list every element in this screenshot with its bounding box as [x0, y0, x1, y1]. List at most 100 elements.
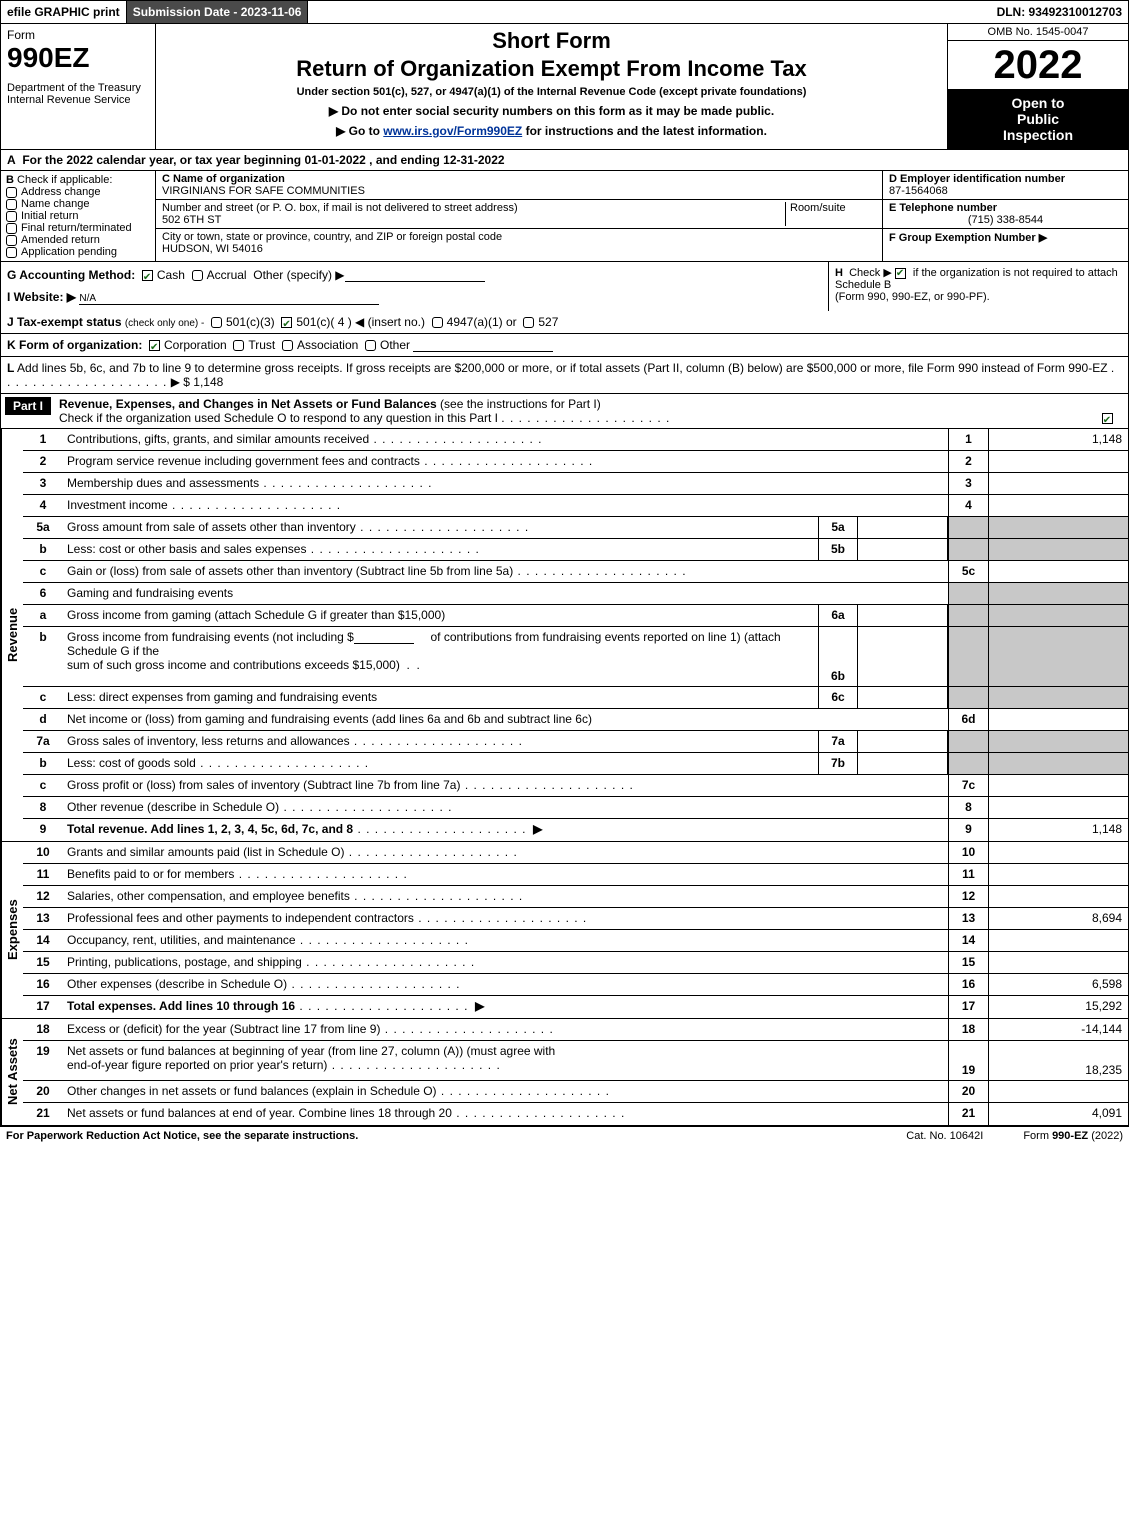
d-cell: D Employer identification number 87-1564…	[883, 171, 1128, 200]
l6c-sub: 6c	[818, 687, 858, 708]
part1-check-line: Check if the organization used Schedule …	[59, 411, 498, 425]
j-o3: 4947(a)(1) or	[447, 315, 517, 329]
l8-num: 8	[23, 797, 63, 818]
l10-desc: Grants and similar amounts paid (list in…	[63, 842, 948, 863]
k-o2: Trust	[248, 338, 275, 352]
h-text1: Check ▶	[849, 267, 892, 279]
l16-lnum: 16	[948, 974, 988, 995]
chk-trust[interactable]	[233, 340, 244, 351]
b-item-5: Application pending	[21, 246, 117, 258]
chk-other-org[interactable]	[365, 340, 376, 351]
l9-desc: Total revenue. Add lines 1, 2, 3, 4, 5c,…	[63, 819, 948, 841]
line-7a: 7a Gross sales of inventory, less return…	[23, 731, 1128, 753]
g-label: G Accounting Method:	[7, 268, 135, 282]
line-6d: d Net income or (loss) from gaming and f…	[23, 709, 1128, 731]
header-right: OMB No. 1545-0047 2022 Open to Public In…	[948, 24, 1128, 149]
l7a-lnum	[948, 731, 988, 752]
l20-amt	[988, 1081, 1128, 1102]
l13-desc: Professional fees and other payments to …	[63, 908, 948, 929]
line-3: 3 Membership dues and assessments 3	[23, 473, 1128, 495]
b-check-label: Check if applicable:	[17, 174, 112, 186]
chk-corp[interactable]	[149, 340, 160, 351]
chk-final-return[interactable]	[6, 223, 17, 234]
l19-lnum: 19	[948, 1041, 988, 1080]
l14-amt	[988, 930, 1128, 951]
l6c-amt	[988, 687, 1128, 708]
chk-cash[interactable]	[142, 270, 153, 281]
chk-name-change[interactable]	[6, 199, 17, 210]
l5c-amt	[988, 561, 1128, 582]
l13-amt: 8,694	[988, 908, 1128, 929]
l6b-desc: Gross income from fundraising events (no…	[63, 627, 818, 686]
l2-lnum: 2	[948, 451, 988, 472]
k-o3: Association	[297, 338, 358, 352]
header-mid: Short Form Return of Organization Exempt…	[156, 24, 948, 149]
l15-lnum: 15	[948, 952, 988, 973]
b-label: B	[6, 174, 14, 186]
c-street-label: Number and street (or P. O. box, if mail…	[162, 202, 518, 214]
g-other: Other (specify) ▶	[253, 268, 344, 282]
line-5a: 5a Gross amount from sale of assets othe…	[23, 517, 1128, 539]
l11-amt	[988, 864, 1128, 885]
line-12: 12 Salaries, other compensation, and emp…	[23, 886, 1128, 908]
line-18: 18 Excess or (deficit) for the year (Sub…	[23, 1019, 1128, 1041]
chk-4947[interactable]	[432, 317, 443, 328]
irs-link[interactable]: www.irs.gov/Form990EZ	[383, 124, 522, 138]
phone-value: (715) 338-8544	[968, 214, 1043, 226]
l8-desc: Other revenue (describe in Schedule O)	[63, 797, 948, 818]
line-8: 8 Other revenue (describe in Schedule O)…	[23, 797, 1128, 819]
g-other-blank[interactable]	[345, 270, 485, 282]
l6a-sub: 6a	[818, 605, 858, 626]
chk-501c[interactable]	[281, 317, 292, 328]
form-header: Form 990EZ Department of the Treasury In…	[0, 24, 1129, 150]
b-item-3: Final return/terminated	[21, 222, 132, 234]
chk-accrual[interactable]	[192, 270, 203, 281]
h-section: H Check ▶ if the organization is not req…	[828, 262, 1128, 311]
k-other-blank[interactable]	[413, 340, 553, 352]
org-street: 502 6TH ST	[162, 214, 221, 226]
chk-address-change[interactable]	[6, 187, 17, 198]
k-o1: Corporation	[164, 338, 227, 352]
chk-initial-return[interactable]	[6, 211, 17, 222]
l5b-sub: 5b	[818, 539, 858, 560]
l5b-amt	[988, 539, 1128, 560]
col-b: B Check if applicable: Address change Na…	[1, 171, 156, 261]
l9-num: 9	[23, 819, 63, 841]
chk-501c3[interactable]	[211, 317, 222, 328]
l6-num: 6	[23, 583, 63, 604]
form-word: Form	[7, 28, 149, 42]
chk-527[interactable]	[523, 317, 534, 328]
l15-amt	[988, 952, 1128, 973]
chk-assoc[interactable]	[282, 340, 293, 351]
line-5b: b Less: cost or other basis and sales ex…	[23, 539, 1128, 561]
l6-desc: Gaming and fundraising events	[63, 583, 948, 604]
l-text: Add lines 5b, 6c, and 7b to line 9 to de…	[17, 361, 1108, 375]
l13-num: 13	[23, 908, 63, 929]
website-value: N/A	[79, 293, 96, 304]
chk-h[interactable]	[895, 268, 906, 279]
g-section: G Accounting Method: Cash Accrual Other …	[1, 262, 828, 311]
chk-part1-sched-o[interactable]	[1102, 413, 1113, 424]
l18-amt: -14,144	[988, 1019, 1128, 1040]
a-text: For the 2022 calendar year, or tax year …	[22, 153, 504, 167]
l-amount: ▶ $ 1,148	[171, 375, 224, 389]
b-item-1: Name change	[21, 198, 90, 210]
l21-desc: Net assets or fund balances at end of ye…	[63, 1103, 948, 1125]
l5b-desc: Less: cost or other basis and sales expe…	[63, 539, 818, 560]
l10-lnum: 10	[948, 842, 988, 863]
l6a-subval	[858, 605, 948, 626]
l6a-amt	[988, 605, 1128, 626]
b-item-2: Initial return	[21, 210, 78, 222]
chk-application-pending[interactable]	[6, 247, 17, 258]
line-9: 9 Total revenue. Add lines 1, 2, 3, 4, 5…	[23, 819, 1128, 841]
l17-num: 17	[23, 996, 63, 1018]
l20-lnum: 20	[948, 1081, 988, 1102]
l7c-lnum: 7c	[948, 775, 988, 796]
l18-num: 18	[23, 1019, 63, 1040]
l16-amt: 6,598	[988, 974, 1128, 995]
revenue-table: 1 Contributions, gifts, grants, and simi…	[23, 429, 1128, 841]
revenue-block: Revenue 1 Contributions, gifts, grants, …	[0, 429, 1129, 842]
l6a-num: a	[23, 605, 63, 626]
chk-amended-return[interactable]	[6, 235, 17, 246]
part1-paren: (see the instructions for Part I)	[440, 397, 601, 411]
